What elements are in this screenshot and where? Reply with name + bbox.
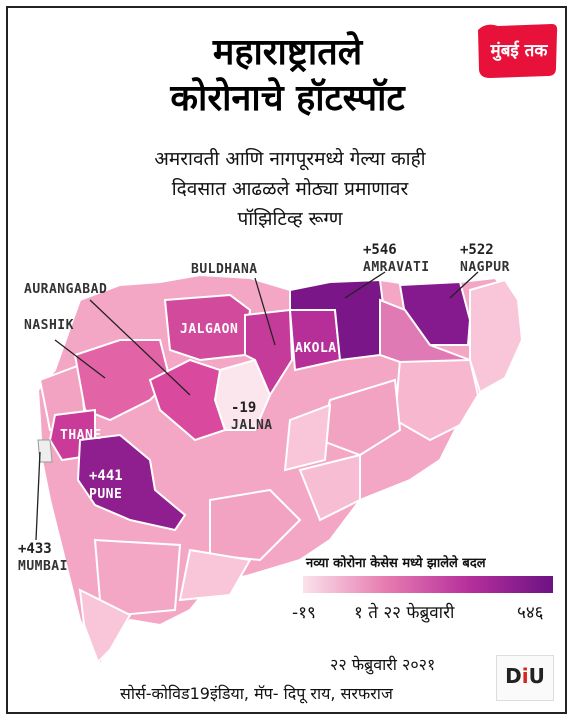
- nashik-label: NASHIK: [24, 318, 74, 333]
- buldhana-leader: [254, 277, 276, 346]
- jalna-label: JALNA: [231, 418, 273, 433]
- legend-max: ५४६: [517, 603, 544, 623]
- akola-label: AKOLA: [295, 341, 337, 356]
- diu-logo: DiU: [496, 655, 554, 701]
- pune-label: PUNE: [89, 487, 123, 502]
- title-line-2: कोरोनाचे हॉटस्पॉट: [170, 78, 405, 119]
- aurangabad-region: [148, 358, 227, 442]
- subtitle-line-2: दिवसात आढळले मोठ्या प्रमाणावर: [171, 178, 409, 200]
- title-line-1: महाराष्ट्रातले: [212, 32, 363, 73]
- buldhana-label: BULDHANA: [191, 262, 258, 277]
- source-credit: सोर्स-कोविड19इंडिया, मॅप- दिपू राय, सरफर…: [120, 684, 393, 703]
- pune-region: [76, 433, 187, 532]
- diu-logo-d: D: [505, 664, 522, 688]
- nagpur-label: NAGPUR: [460, 260, 510, 275]
- nagpur-leader: [449, 271, 479, 299]
- legend-min: -१९: [292, 603, 316, 623]
- nashik-leader: [54, 339, 106, 379]
- infographic-frame: [6, 6, 567, 714]
- mumbai-change: +433: [18, 541, 52, 557]
- nagpur-change: +522: [460, 242, 494, 258]
- mumbai-tak-logo-text: मुंबई तक: [490, 41, 548, 61]
- mumbai-label: MUMBAI: [18, 559, 68, 574]
- aurangabad-label: AURANGABAD: [24, 282, 108, 297]
- subtitle-line-1: अमरावती आणि नागपूरमध्ये गेल्या काही: [154, 148, 426, 170]
- diu-logo-i: i: [521, 664, 529, 688]
- thane-label: THANE: [60, 428, 102, 443]
- subtitle-line-3: पॉझिटिव्ह रूग्ण: [237, 208, 343, 230]
- akola-region: [288, 309, 342, 372]
- diu-logo-u: U: [528, 664, 545, 688]
- aurangabad-leader: [89, 299, 191, 396]
- mumbai-tak-logo: [478, 24, 558, 78]
- jalna-change: -19: [231, 400, 257, 416]
- amravati-change: +546: [363, 242, 397, 258]
- amravati-label: AMRAVATI: [363, 260, 430, 275]
- mumbai-leader: [35, 451, 41, 541]
- publish-date: २२ फेब्रुवारी २०२१: [330, 655, 436, 674]
- jalgaon-label: JALGAON: [180, 322, 239, 337]
- legend-period: १ ते २२ फेब्रुवारी: [354, 603, 455, 623]
- pune-change: +441: [89, 468, 123, 484]
- amravati-leader: [344, 271, 386, 299]
- legend-title: नव्या कोरोना केसेस मध्ये झालेले बदल: [306, 556, 486, 571]
- legend-color-bar: [303, 576, 553, 593]
